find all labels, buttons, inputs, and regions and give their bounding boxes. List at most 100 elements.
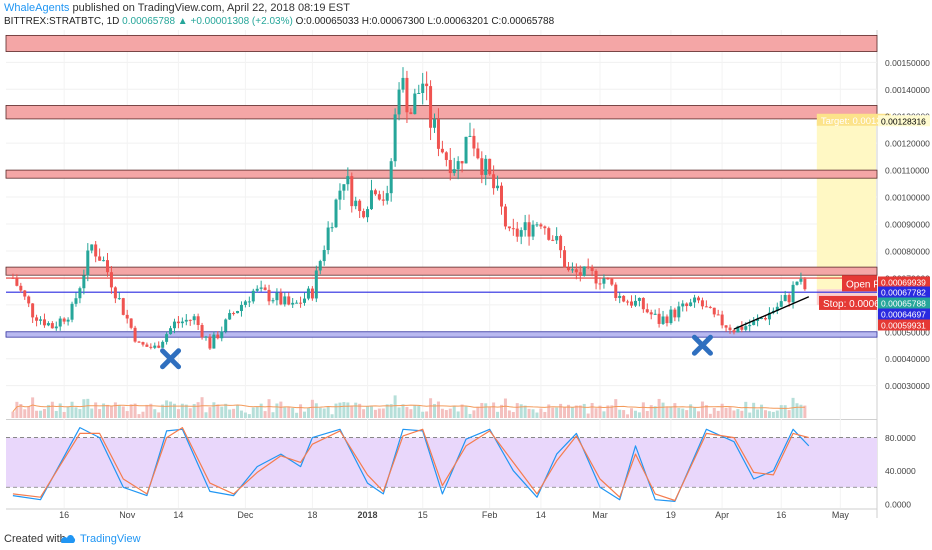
volume-bar [799, 404, 803, 418]
volume-bar [547, 404, 551, 418]
candle-body [610, 278, 614, 285]
candle-body [330, 227, 334, 229]
candle-body [492, 174, 496, 189]
candle-body [247, 301, 251, 303]
tradingview-brand[interactable]: TradingView [80, 533, 141, 545]
publisher-name[interactable]: WhaleAgents [4, 2, 70, 14]
price-tick-label: 0.00030000 [885, 381, 930, 391]
candle-body [98, 256, 102, 261]
volume-bar [338, 402, 342, 418]
candle-body [232, 313, 236, 315]
candle-body [661, 316, 665, 324]
stoch-tick-label: 80.0000 [885, 433, 916, 443]
volume-bar [275, 403, 279, 418]
candle-body [456, 161, 460, 170]
volume-bar [279, 401, 283, 418]
volume-bar [255, 406, 259, 418]
up-arrow-icon: ▲ [177, 16, 188, 27]
volume-bar [216, 404, 220, 418]
candle-body [62, 318, 66, 322]
candle-body [90, 244, 94, 251]
volume-bar [630, 408, 634, 418]
price-tag-bg [878, 286, 930, 298]
volume-bar [373, 409, 377, 418]
price-tick-label: 0.00150000 [885, 58, 930, 68]
candle-body [15, 278, 19, 286]
volume-bar [507, 410, 511, 418]
candle-body [413, 93, 417, 115]
volume-bar [362, 409, 366, 418]
time-tick-label: Apr [715, 510, 729, 520]
volume-bar [23, 409, 27, 418]
volume-bar [641, 402, 645, 418]
candle-body [484, 158, 488, 175]
volume-bar [180, 403, 184, 418]
volume-bar [566, 404, 570, 418]
candle-body [551, 239, 555, 241]
trading-chart[interactable]: Target: 0.0013 Open Pl Stop: 0.0006 0.00150… [0, 0, 932, 528]
volume-bar [310, 399, 314, 418]
candle-body [472, 135, 476, 149]
volume-bar [484, 403, 488, 418]
volume-bar [330, 414, 334, 418]
volume-bar [196, 402, 200, 418]
volume-bar [236, 405, 240, 418]
resistance-zone [5, 34, 878, 52]
volume-bar [314, 403, 318, 418]
volume-bar [397, 407, 401, 418]
time-tick-label: 14 [536, 510, 546, 520]
volume-bar [515, 403, 519, 418]
volume-bar [476, 406, 480, 418]
candle-body [196, 316, 200, 326]
volume-bar [736, 409, 740, 418]
candle-body [665, 316, 669, 324]
volume-bar [440, 408, 444, 418]
price-tick-label: 0.00140000 [885, 85, 930, 95]
volume-bar [708, 413, 712, 418]
candle-body [377, 194, 381, 200]
volume-bar [377, 408, 381, 418]
time-tick-label: Dec [237, 510, 254, 520]
volume-bar [259, 403, 263, 418]
volume-bar [693, 407, 697, 418]
candle-body [653, 313, 657, 315]
candle-body [799, 278, 803, 282]
candle-body [184, 319, 188, 322]
target-label-bg [816, 113, 891, 126]
support-zone [5, 331, 878, 338]
price-tag-target: 0.00128316 [881, 116, 926, 126]
price-tag-red: 0.00059931 [881, 321, 926, 331]
volume-bar [452, 405, 456, 418]
volume-bar [157, 412, 161, 418]
volume-bar [425, 411, 429, 418]
volume-bar [109, 405, 113, 418]
candle-body [70, 303, 74, 320]
volume-bar [539, 408, 543, 418]
volume-bar [677, 407, 681, 418]
volume-bar [511, 412, 515, 418]
candle-body [539, 224, 543, 227]
volume-bar [239, 410, 243, 418]
price-tag-bg [878, 276, 930, 288]
stoch-d-line [12, 427, 809, 502]
volume-bar [448, 408, 452, 418]
volume-bar [295, 412, 299, 418]
x-stroke [691, 334, 713, 356]
volume-bar [287, 406, 291, 418]
volume-bar [433, 404, 437, 418]
candle-body [78, 288, 82, 299]
candle-body [11, 277, 15, 279]
candle-body [649, 312, 653, 315]
volume-bar [783, 405, 787, 418]
volume-bar [657, 398, 661, 418]
volume-bar [748, 412, 752, 418]
volume-bar [626, 414, 630, 418]
volume-bar [141, 411, 145, 418]
volume-bar [429, 398, 433, 418]
candle-body [275, 292, 279, 301]
candle-body [767, 312, 771, 320]
volume-bar [35, 410, 39, 418]
candle-body [433, 119, 437, 128]
candle-body [369, 190, 373, 210]
price-tick-label: 0.00050000 [885, 327, 930, 337]
